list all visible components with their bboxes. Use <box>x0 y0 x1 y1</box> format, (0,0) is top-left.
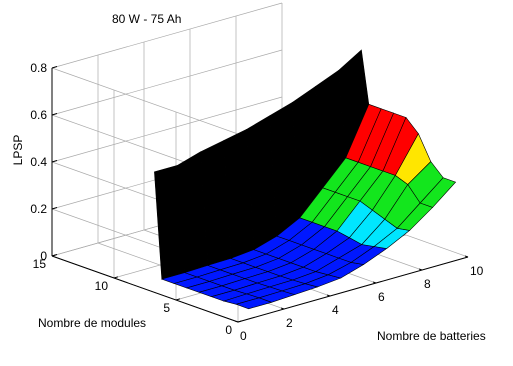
z-tick <box>51 113 58 116</box>
surface-layer <box>154 49 457 310</box>
back-wall-gridline <box>51 49 283 116</box>
batteries-tick-label: 0 <box>240 329 247 343</box>
batteries-tick <box>372 281 377 284</box>
z-tick-label: 0.2 <box>30 202 47 216</box>
z-axis-label: LPSP <box>11 135 25 166</box>
batteries-tick-label: 8 <box>424 277 431 291</box>
modules-tick <box>175 298 181 301</box>
back-wall-gridline <box>51 2 283 69</box>
batteries-tick-label: 4 <box>332 303 339 317</box>
batteries-tick <box>280 307 285 310</box>
batteries-axis-line <box>237 256 469 323</box>
z-tick-label: 0.6 <box>30 108 47 122</box>
modules-axis-label: Nombre de modules <box>38 316 146 330</box>
z-tick-label: 0.8 <box>30 61 47 75</box>
side-wall-gridline <box>51 67 239 135</box>
back-wall-gridline <box>51 96 283 163</box>
z-tick <box>51 66 58 69</box>
modules-tick <box>51 254 57 257</box>
batteries-tick-label: 2 <box>286 316 293 330</box>
batteries-tick-label: 10 <box>470 264 484 278</box>
batteries-tick-label: 6 <box>378 290 385 304</box>
modules-axis-line <box>51 255 239 323</box>
batteries-tick <box>234 320 239 323</box>
z-tick <box>51 160 58 163</box>
modules-tick <box>113 276 119 279</box>
batteries-tick <box>418 268 423 271</box>
z-tick-label: 0 <box>40 249 47 263</box>
modules-tick-label: 10 <box>95 279 109 293</box>
modules-tick-label: 5 <box>163 301 170 315</box>
surface-patch <box>419 177 457 208</box>
modules-tick <box>237 320 243 323</box>
batteries-tick <box>464 255 469 258</box>
batteries-tick <box>326 294 331 297</box>
chart-title: 80 W - 75 Ah <box>112 12 181 26</box>
axis-layer <box>51 66 469 323</box>
z-tick <box>51 207 58 210</box>
modules-tick-label: 15 <box>33 257 47 271</box>
modules-tick-label: 0 <box>225 323 232 337</box>
batteries-axis-label: Nombre de batteries <box>377 329 486 343</box>
z-tick-label: 0.4 <box>30 155 47 169</box>
